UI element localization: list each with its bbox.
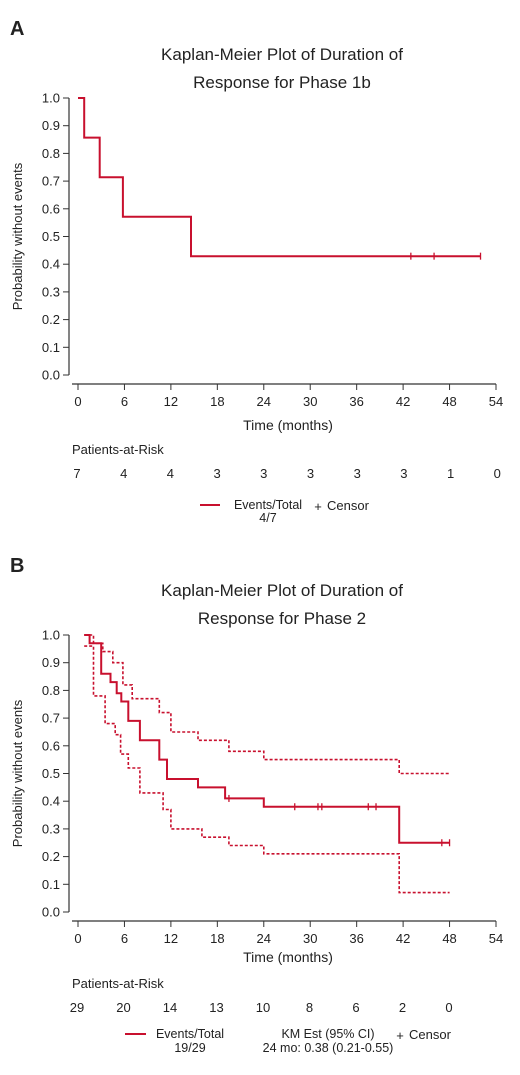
x-tick-label: 30 [303,931,317,946]
risk-count: 0 [494,466,501,481]
panel-b-letter: B [10,555,24,577]
chart-title-line: Response for Phase 1b [193,73,371,92]
legend-events-label: Events/Total [156,1027,224,1041]
y-tick-label: 0.1 [42,877,60,892]
risk-count: 1 [447,466,454,481]
y-tick-label: 0.2 [42,849,60,864]
legend-censor-label: Censor [327,498,370,513]
x-axis-label: Time (months) [243,417,333,433]
x-tick-label: 54 [489,394,503,409]
risk-count: 8 [306,1000,313,1015]
x-tick-label: 6 [121,931,128,946]
x-tick-label: 48 [442,394,456,409]
risk-count: 3 [354,466,361,481]
x-tick-label: 18 [210,394,224,409]
risk-count: 6 [352,1000,359,1015]
y-tick-label: 0.4 [42,257,60,272]
chart-title-line: Kaplan-Meier Plot of Duration of [161,581,403,600]
risk-table-label: Patients-at-Risk [72,976,164,991]
y-tick-label: 0.3 [42,821,60,836]
risk-count: 2 [399,1000,406,1015]
x-tick-label: 6 [121,394,128,409]
legend-km-label: KM Est (95% CI) [281,1027,374,1041]
legend-km-value: 24 mo: 0.38 (0.21-0.55) [263,1041,394,1055]
y-tick-label: 0.7 [42,174,60,189]
risk-count: 3 [307,466,314,481]
risk-count: 13 [209,1000,223,1015]
legend-events-value: 19/29 [174,1041,205,1055]
y-tick-label: 0.9 [42,655,60,670]
risk-count: 20 [116,1000,130,1015]
y-tick-label: 0.0 [42,905,60,920]
y-tick-label: 0.4 [42,794,60,809]
y-tick-label: 0.9 [42,118,60,133]
legend-events-value: 4/7 [259,511,276,525]
x-tick-label: 48 [442,931,456,946]
risk-count: 3 [213,466,220,481]
risk-count: 0 [445,1000,452,1015]
x-tick-label: 30 [303,394,317,409]
km-line-estimate [84,634,450,844]
risk-count: 10 [256,1000,270,1015]
y-tick-label: 0.8 [42,683,60,698]
x-tick-label: 24 [257,931,271,946]
x-tick-label: 18 [210,931,224,946]
y-tick-label: 0.1 [42,340,60,355]
risk-count: 29 [70,1000,84,1015]
x-tick-label: 36 [349,931,363,946]
legend-censor-symbol: + [314,499,322,514]
x-tick-label: 24 [257,394,271,409]
km-line-lower-ci [84,645,450,894]
x-tick-label: 42 [396,931,410,946]
y-tick-label: 0.5 [42,229,60,244]
risk-count: 7 [73,466,80,481]
legend-events-label: Events/Total [234,498,302,512]
y-tick-label: 0.3 [42,284,60,299]
x-tick-label: 54 [489,931,503,946]
legend-censor-label: Censor [409,1027,452,1042]
x-tick-label: 42 [396,394,410,409]
x-tick-label: 36 [349,394,363,409]
y-tick-label: 0.6 [42,738,60,753]
panel-b: B Kaplan-Meier Plot of Duration of Respon… [10,555,503,1055]
risk-count: 4 [120,466,127,481]
y-tick-label: 0.7 [42,711,60,726]
x-tick-label: 0 [74,931,81,946]
panel-a-letter: A [10,18,24,40]
chart-title-line: Response for Phase 2 [198,609,366,628]
x-tick-label: 12 [164,931,178,946]
y-tick-label: 1.0 [42,628,60,643]
legend-censor-symbol: + [396,1028,404,1043]
y-tick-label: 0.5 [42,766,60,781]
km-line-upper-ci [84,634,450,775]
risk-count: 14 [163,1000,177,1015]
y-tick-label: 0.8 [42,146,60,161]
x-tick-label: 0 [74,394,81,409]
risk-count: 4 [167,466,174,481]
x-axis-label: Time (months) [243,949,333,965]
risk-count: 3 [260,466,267,481]
y-tick-label: 0.2 [42,312,60,327]
y-tick-label: 0.6 [42,201,60,216]
y-tick-label: 1.0 [42,91,60,106]
y-tick-label: 0.0 [42,368,60,383]
chart-title-line: Kaplan-Meier Plot of Duration of [161,45,403,64]
panel-a: A Kaplan-Meier Plot of Duration of Respon… [10,18,503,525]
risk-count: 3 [400,466,407,481]
x-tick-label: 12 [164,394,178,409]
km-line-estimate [78,97,481,258]
y-axis-label: Probability without events [10,162,25,310]
y-axis-label: Probability without events [10,699,25,847]
risk-table-label: Patients-at-Risk [72,442,164,457]
